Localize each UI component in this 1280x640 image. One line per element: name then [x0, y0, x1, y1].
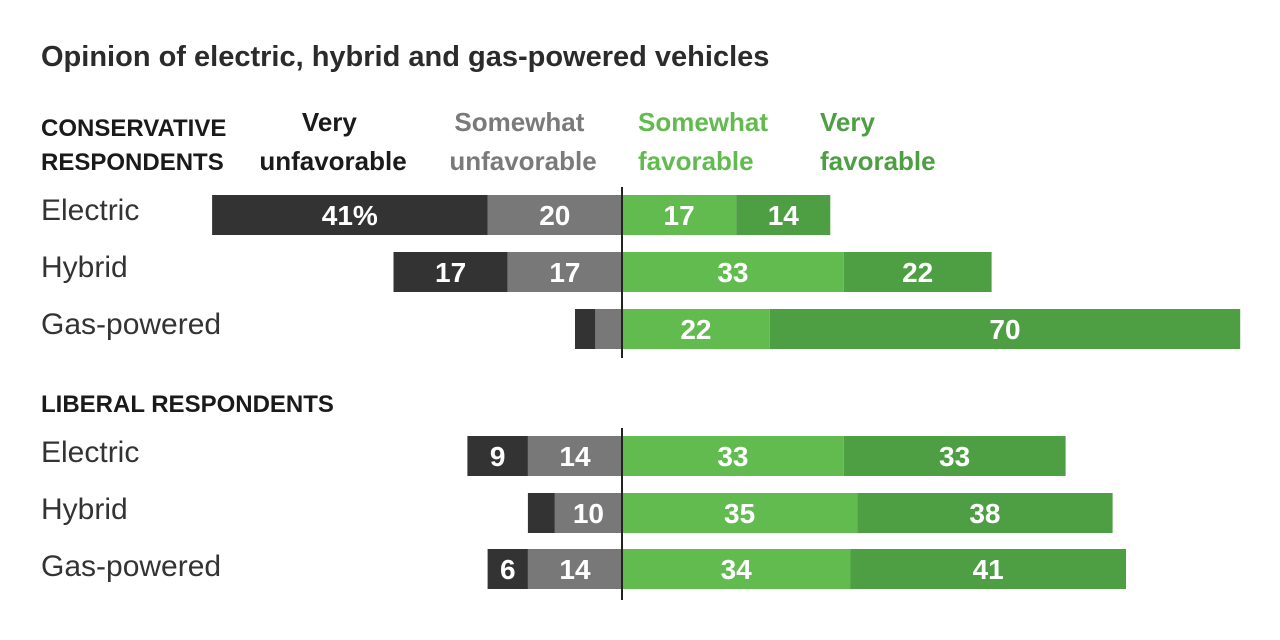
bar-somewhat-unfavorable — [527, 436, 622, 476]
row-label: Gas-powered — [41, 550, 221, 583]
bar-value-label: 9 — [490, 441, 506, 472]
bar-value-label: 35 — [724, 498, 755, 529]
group-label-line: LIBERAL RESPONDENTS — [41, 391, 334, 418]
bar-value-label: 17 — [664, 200, 695, 231]
bar-very-favorable — [736, 195, 831, 235]
legend-line: favorable — [638, 146, 754, 176]
bar-value-label: 22 — [902, 257, 933, 288]
bar-somewhat-favorable — [622, 195, 737, 235]
bar-very-favorable — [843, 252, 992, 292]
bar-value-label: 33 — [717, 441, 748, 472]
group-label-line: CONSERVATIVE — [41, 115, 226, 142]
bar-somewhat-unfavorable — [554, 493, 622, 533]
bar-very-favorable — [850, 549, 1126, 589]
bar-value-label: 70 — [989, 314, 1020, 345]
legend-line: Very — [302, 107, 357, 137]
bar-very-unfavorable — [575, 309, 596, 349]
bar-value-label: 34 — [721, 554, 753, 585]
bar-value-label: 22 — [680, 314, 711, 345]
row-label: Gas-powered — [41, 308, 221, 341]
bar-very-unfavorable — [467, 436, 528, 476]
bar-value-label: 14 — [559, 441, 591, 472]
bar-value-label: 41% — [322, 200, 378, 231]
legend-line: favorable — [820, 146, 936, 176]
legend-line: Somewhat — [454, 107, 584, 137]
bar-value-label: 33 — [939, 441, 970, 472]
row-label: Hybrid — [41, 251, 128, 284]
bar-value-label: 17 — [549, 257, 580, 288]
bar-value-label: 6 — [500, 554, 516, 585]
bar-value-label: 17 — [435, 257, 466, 288]
bar-value-label: 14 — [768, 200, 800, 231]
bar-value-label: 38 — [969, 498, 1000, 529]
bar-very-favorable — [769, 309, 1241, 349]
row-label: Electric — [41, 436, 139, 469]
bar-somewhat-favorable — [622, 252, 844, 292]
bar-value-label: 14 — [559, 554, 591, 585]
bar-somewhat-favorable — [622, 436, 844, 476]
bar-very-unfavorable — [393, 252, 508, 292]
bar-very-favorable — [857, 493, 1113, 533]
bar-somewhat-favorable — [622, 493, 858, 533]
legend-line: unfavorable — [259, 146, 406, 176]
bar-very-unfavorable — [487, 549, 528, 589]
bar-very-favorable — [843, 436, 1066, 476]
bar-value-label: 10 — [573, 498, 604, 529]
bar-somewhat-unfavorable — [595, 309, 622, 349]
bar-very-unfavorable — [527, 493, 555, 533]
chart-title: Opinion of electric, hybrid and gas-powe… — [41, 41, 769, 73]
legend-somewhat-favorable: Somewhat favorable — [638, 107, 775, 176]
bar-very-unfavorable — [212, 195, 488, 235]
legend-line: Somewhat — [638, 107, 768, 137]
bar-value-label: 41 — [973, 554, 1004, 585]
legend-somewhat-unfavorable: Somewhat unfavorable — [449, 107, 596, 176]
legend-line: Very — [820, 107, 875, 137]
bar-value-label: 20 — [539, 200, 570, 231]
bar-somewhat-favorable — [622, 549, 851, 589]
legend-very-favorable: Very favorable — [820, 107, 936, 176]
legend-line: unfavorable — [449, 146, 596, 176]
group-label-conservative: CONSERVATIVE RESPONDENTS — [41, 115, 233, 176]
bar-somewhat-unfavorable — [487, 195, 622, 235]
group-label-line: RESPONDENTS — [41, 149, 224, 176]
bar-somewhat-favorable — [622, 309, 770, 349]
group-label-liberal: LIBERAL RESPONDENTS — [41, 391, 334, 418]
row-label: Electric — [41, 194, 139, 227]
legend-very-unfavorable: Very unfavorable — [259, 107, 406, 176]
bar-somewhat-unfavorable — [507, 252, 622, 292]
bar-value-label: 33 — [717, 257, 748, 288]
bar-somewhat-unfavorable — [527, 549, 622, 589]
row-label: Hybrid — [41, 493, 128, 526]
